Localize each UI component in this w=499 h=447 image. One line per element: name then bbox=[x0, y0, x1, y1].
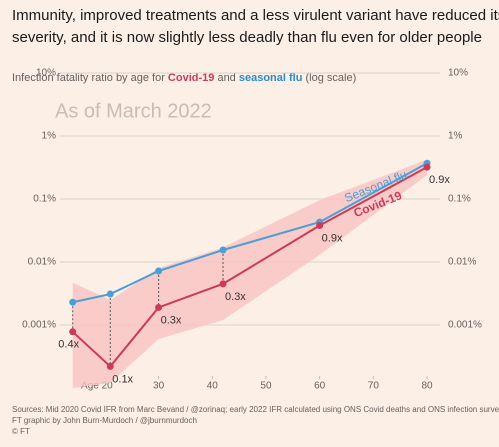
point bbox=[106, 362, 114, 370]
y-tick-label: 0.001% bbox=[448, 320, 482, 331]
y-tick-label: 0.1% bbox=[33, 194, 56, 205]
point bbox=[219, 280, 227, 288]
point bbox=[155, 303, 163, 311]
point bbox=[69, 328, 77, 336]
confidence-band bbox=[72, 159, 428, 388]
y-tick-label: 10% bbox=[448, 68, 468, 79]
x-tick-label: 80 bbox=[421, 381, 433, 392]
subtitle-part: Covid-19 bbox=[168, 72, 214, 84]
ratio-label: 0.1x bbox=[112, 373, 133, 385]
title-line: Immunity, improved treatments and a less… bbox=[12, 7, 499, 24]
x-tick-label: Age 20 bbox=[81, 381, 113, 392]
point bbox=[106, 290, 114, 298]
source: Sources: Mid 2020 Covid IFR from Marc Be… bbox=[12, 405, 499, 414]
annotation: As of March 2022 bbox=[55, 100, 212, 122]
y-tick-label: 0.001% bbox=[22, 320, 56, 331]
point bbox=[155, 267, 163, 275]
ratio-label: 0.3x bbox=[161, 314, 182, 326]
series-line bbox=[72, 166, 428, 368]
point bbox=[219, 246, 227, 254]
point bbox=[316, 221, 324, 229]
point bbox=[423, 163, 431, 171]
y-tick-label: 1% bbox=[448, 131, 463, 142]
source: FT graphic by John Burn-Murdoch / @jburn… bbox=[12, 416, 197, 425]
subtitle-part: and bbox=[214, 72, 238, 84]
ratio-label: 0.9x bbox=[322, 232, 343, 244]
y-tick-label: 1% bbox=[42, 131, 57, 142]
subtitle-part: seasonal flu bbox=[239, 72, 303, 84]
ratio-label: 0.9x bbox=[429, 174, 450, 186]
chart-title: Immunity, improved treatments and a less… bbox=[12, 7, 499, 46]
ratio-label: 0.4x bbox=[58, 339, 79, 351]
x-tick-label: 70 bbox=[368, 381, 380, 392]
x-tick-label: 40 bbox=[207, 381, 219, 392]
x-tick-label: 60 bbox=[314, 381, 326, 392]
subtitle-part: Infection fatality ratio by age for bbox=[12, 72, 168, 84]
subtitle: Infection fatality ratio by age for Covi… bbox=[12, 72, 356, 84]
x-tick-label: 30 bbox=[153, 381, 165, 392]
y-tick-label: 0.01% bbox=[448, 257, 476, 268]
ratio-label: 0.3x bbox=[225, 291, 246, 303]
y-tick-label: 10% bbox=[36, 68, 56, 79]
series-line bbox=[72, 162, 428, 304]
source: © FT bbox=[12, 427, 30, 436]
subtitle-part: (log scale) bbox=[302, 72, 356, 84]
x-tick-label: 50 bbox=[260, 381, 272, 392]
point bbox=[69, 298, 77, 306]
title-line: severity, and it is now slightly less de… bbox=[12, 29, 482, 46]
y-tick-label: 0.01% bbox=[28, 257, 56, 268]
y-tick-label: 0.1% bbox=[448, 194, 471, 205]
